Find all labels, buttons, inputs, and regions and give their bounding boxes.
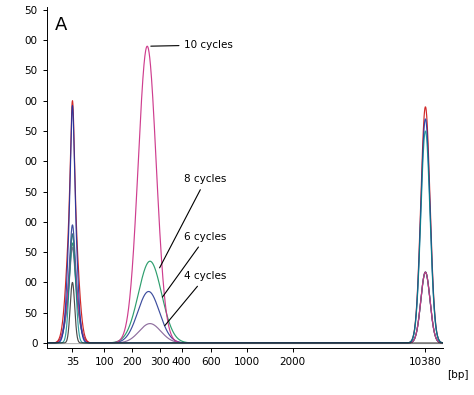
Text: 4 cycles: 4 cycles bbox=[165, 271, 227, 326]
Text: A: A bbox=[55, 16, 68, 34]
Text: 6 cycles: 6 cycles bbox=[163, 232, 227, 297]
Text: [bp]: [bp] bbox=[447, 370, 469, 380]
Text: 8 cycles: 8 cycles bbox=[160, 175, 227, 268]
Text: 10 cycles: 10 cycles bbox=[151, 40, 233, 50]
